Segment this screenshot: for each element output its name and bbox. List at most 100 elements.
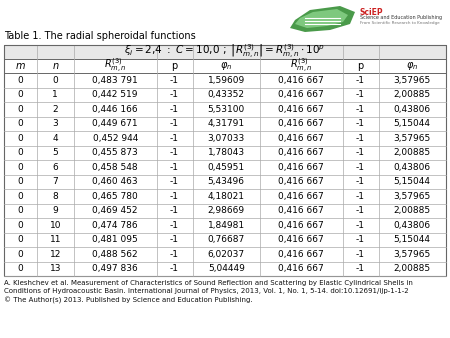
Text: 0,449 671: 0,449 671 xyxy=(92,119,138,128)
Text: 0: 0 xyxy=(52,76,58,85)
Text: 4,18021: 4,18021 xyxy=(208,192,245,201)
Text: -1: -1 xyxy=(170,264,179,273)
Polygon shape xyxy=(295,9,348,28)
Text: 0,43352: 0,43352 xyxy=(208,90,245,99)
Text: 10: 10 xyxy=(50,221,61,230)
Text: 5: 5 xyxy=(52,148,58,157)
Text: 12: 12 xyxy=(50,250,61,259)
Text: 0: 0 xyxy=(18,119,23,128)
Text: -1: -1 xyxy=(356,105,365,114)
Text: 0,455 873: 0,455 873 xyxy=(92,148,138,157)
Text: 5,15044: 5,15044 xyxy=(394,119,431,128)
Text: 7: 7 xyxy=(52,177,58,186)
Text: A. Kleshchev et al. Measurement of Characteristics of Sound Reflection and Scatt: A. Kleshchev et al. Measurement of Chara… xyxy=(4,280,413,286)
Text: -1: -1 xyxy=(170,148,179,157)
Text: 0,497 836: 0,497 836 xyxy=(92,264,138,273)
Text: 0,416 667: 0,416 667 xyxy=(279,105,324,114)
Text: -1: -1 xyxy=(356,264,365,273)
Text: 0: 0 xyxy=(18,235,23,244)
Text: 0,43806: 0,43806 xyxy=(394,105,431,114)
Text: 0,488 562: 0,488 562 xyxy=(92,250,138,259)
Text: 0: 0 xyxy=(18,163,23,172)
Text: 2,00885: 2,00885 xyxy=(394,206,431,215)
Bar xyxy=(4,45,446,59)
Text: 6,02037: 6,02037 xyxy=(208,250,245,259)
Text: 0: 0 xyxy=(18,90,23,99)
Text: $R_{m,n}^{(3)}$: $R_{m,n}^{(3)}$ xyxy=(104,57,126,75)
Text: 0,416 667: 0,416 667 xyxy=(279,264,324,273)
Text: 2,98669: 2,98669 xyxy=(208,206,245,215)
Text: 0: 0 xyxy=(18,221,23,230)
Text: © The Author(s) 2013. Published by Science and Education Publishing.: © The Author(s) 2013. Published by Scien… xyxy=(4,297,252,304)
Text: 3: 3 xyxy=(52,119,58,128)
Text: -1: -1 xyxy=(170,134,179,143)
Text: $\varphi_n$: $\varphi_n$ xyxy=(406,60,419,72)
Text: 0,416 667: 0,416 667 xyxy=(279,148,324,157)
Text: -1: -1 xyxy=(356,192,365,201)
Text: -1: -1 xyxy=(356,235,365,244)
Text: 3,07033: 3,07033 xyxy=(207,134,245,143)
Text: 0,483 791: 0,483 791 xyxy=(92,76,138,85)
Text: -1: -1 xyxy=(356,206,365,215)
Text: -1: -1 xyxy=(170,235,179,244)
Text: -1: -1 xyxy=(170,90,179,99)
Text: n: n xyxy=(52,61,58,71)
Text: 0,416 667: 0,416 667 xyxy=(279,119,324,128)
Text: $\xi_i = 2{,}4\ :\ C = 10{,}0\ ;\ \left|R_{m,n}^{(3)}\right| = R_{m,n}^{(3)} \cd: $\xi_i = 2{,}4\ :\ C = 10{,}0\ ;\ \left|… xyxy=(125,43,325,61)
Text: -1: -1 xyxy=(356,250,365,259)
Text: 5,15044: 5,15044 xyxy=(394,177,431,186)
Text: From Scientific Research to Knowledge: From Scientific Research to Knowledge xyxy=(360,21,440,25)
Text: 0,43806: 0,43806 xyxy=(394,221,431,230)
Text: 0: 0 xyxy=(18,250,23,259)
Text: 0,76687: 0,76687 xyxy=(207,235,245,244)
Text: 0: 0 xyxy=(18,134,23,143)
Text: -1: -1 xyxy=(356,163,365,172)
Text: 3,57965: 3,57965 xyxy=(394,192,431,201)
Text: 9: 9 xyxy=(52,206,58,215)
Text: $R_{m,n}^{(3)}$: $R_{m,n}^{(3)}$ xyxy=(290,57,313,75)
Text: 8: 8 xyxy=(52,192,58,201)
Text: 2,00885: 2,00885 xyxy=(394,264,431,273)
Text: 2: 2 xyxy=(53,105,58,114)
Text: 1,84981: 1,84981 xyxy=(208,221,245,230)
Text: -1: -1 xyxy=(356,90,365,99)
Text: 0,416 667: 0,416 667 xyxy=(279,134,324,143)
Text: p: p xyxy=(171,61,178,71)
Text: 0: 0 xyxy=(18,148,23,157)
Text: -1: -1 xyxy=(170,105,179,114)
Text: 11: 11 xyxy=(50,235,61,244)
Text: 0: 0 xyxy=(18,192,23,201)
Text: 0,416 667: 0,416 667 xyxy=(279,76,324,85)
Text: Conditions of Hydroacoustic Basin. International Journal of Physics, 2013, Vol. : Conditions of Hydroacoustic Basin. Inter… xyxy=(4,289,409,294)
Text: 5,53100: 5,53100 xyxy=(207,105,245,114)
Text: 1,59609: 1,59609 xyxy=(207,76,245,85)
Text: 0,469 452: 0,469 452 xyxy=(93,206,138,215)
Text: -1: -1 xyxy=(170,119,179,128)
Text: 0,416 667: 0,416 667 xyxy=(279,250,324,259)
Polygon shape xyxy=(290,6,355,32)
Text: -1: -1 xyxy=(170,206,179,215)
Text: 0,43806: 0,43806 xyxy=(394,163,431,172)
Text: 5,04449: 5,04449 xyxy=(208,264,245,273)
Text: 0,474 786: 0,474 786 xyxy=(92,221,138,230)
Text: 0,416 667: 0,416 667 xyxy=(279,163,324,172)
Text: 0,416 667: 0,416 667 xyxy=(279,221,324,230)
Text: -1: -1 xyxy=(356,177,365,186)
Text: -1: -1 xyxy=(356,134,365,143)
Text: 0,416 667: 0,416 667 xyxy=(279,90,324,99)
Text: 3,57965: 3,57965 xyxy=(394,250,431,259)
Text: 0,416 667: 0,416 667 xyxy=(279,206,324,215)
Text: -1: -1 xyxy=(356,76,365,85)
Text: -1: -1 xyxy=(170,221,179,230)
Text: 0,481 095: 0,481 095 xyxy=(92,235,138,244)
Text: -1: -1 xyxy=(356,119,365,128)
Text: 6: 6 xyxy=(52,163,58,172)
Text: 0,416 667: 0,416 667 xyxy=(279,235,324,244)
Text: 1: 1 xyxy=(52,90,58,99)
Text: Table 1. The radial spheroidal functions: Table 1. The radial spheroidal functions xyxy=(4,31,196,41)
Text: m: m xyxy=(15,61,25,71)
Text: -1: -1 xyxy=(170,163,179,172)
Text: 3,57965: 3,57965 xyxy=(394,76,431,85)
Text: 0: 0 xyxy=(18,105,23,114)
Text: 5,43496: 5,43496 xyxy=(208,177,245,186)
